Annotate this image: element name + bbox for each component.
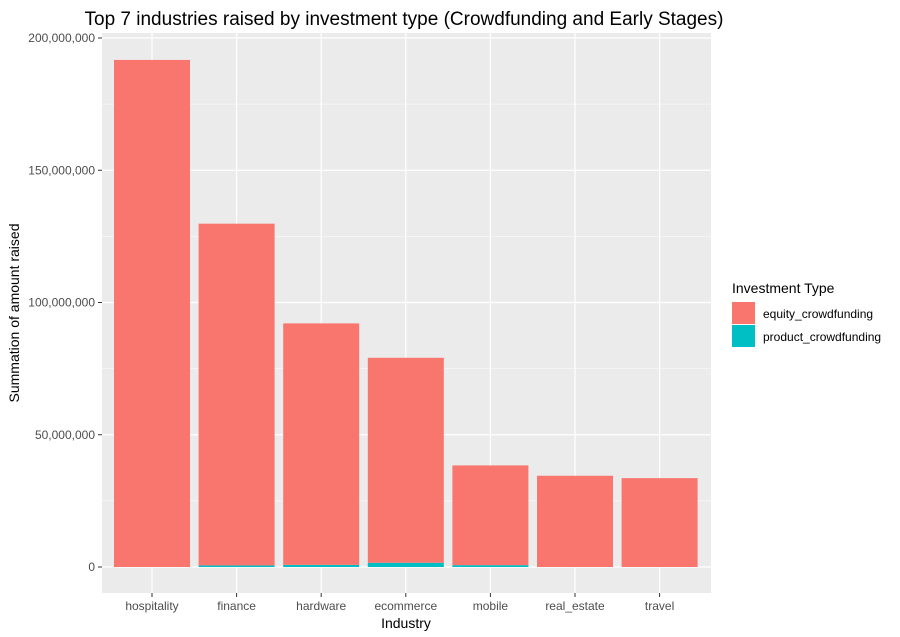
bar-equity_crowdfunding-finance bbox=[198, 223, 275, 566]
x-tick-label-hospitality: hospitality bbox=[125, 599, 178, 613]
bar-equity_crowdfunding-hospitality bbox=[114, 59, 190, 568]
x-tick-label-real_estate: real_estate bbox=[545, 599, 605, 613]
legend-swatch-product bbox=[732, 325, 755, 347]
legend-swatch-equity bbox=[732, 302, 755, 324]
bar-product_crowdfunding-hardware bbox=[283, 564, 360, 567]
x-tick-label-finance: finance bbox=[217, 599, 256, 613]
bar-equity_crowdfunding-ecommerce bbox=[367, 357, 444, 563]
y-tick-label: 150,000,000 bbox=[28, 163, 95, 177]
y-tick-label: 100,000,000 bbox=[28, 296, 95, 310]
y-axis-title: Summation of amount raised bbox=[6, 224, 22, 403]
bar-equity_crowdfunding-mobile bbox=[452, 465, 529, 566]
y-axis: 0 50,000,000 100,000,000 150,000,000 200,000… bbox=[28, 31, 102, 574]
x-tick-label-ecommerce: ecommerce bbox=[374, 599, 437, 613]
bar-equity_crowdfunding-hardware bbox=[283, 323, 360, 565]
x-tick-label-mobile: mobile bbox=[473, 599, 509, 613]
bar-equity_crowdfunding-travel bbox=[621, 478, 698, 567]
legend-label-product: product_crowdfunding bbox=[763, 330, 881, 344]
bar-product_crowdfunding-ecommerce bbox=[367, 562, 444, 567]
bar-product_crowdfunding-finance bbox=[198, 565, 275, 567]
bar-product_crowdfunding-mobile bbox=[452, 565, 529, 567]
y-tick-label: 50,000,000 bbox=[35, 428, 95, 442]
chart-title: Top 7 industries raised by investment ty… bbox=[85, 9, 724, 30]
x-tick-label-hardware: hardware bbox=[296, 599, 346, 613]
x-axis-title: Industry bbox=[381, 615, 431, 631]
bars bbox=[114, 59, 698, 568]
legend-label-equity: equity_crowdfunding bbox=[763, 307, 873, 321]
y-tick-label: 200,000,000 bbox=[28, 31, 95, 45]
y-tick-label: 0 bbox=[88, 560, 95, 574]
x-tick-label-travel: travel bbox=[645, 599, 674, 613]
legend-title: Investment Type bbox=[732, 280, 835, 296]
bar-equity_crowdfunding-real_estate bbox=[537, 475, 613, 567]
x-axis: hospitality finance hardware ecommerce mobil… bbox=[125, 593, 674, 613]
legend: Investment Type equity_crowdfunding prod… bbox=[732, 280, 881, 347]
